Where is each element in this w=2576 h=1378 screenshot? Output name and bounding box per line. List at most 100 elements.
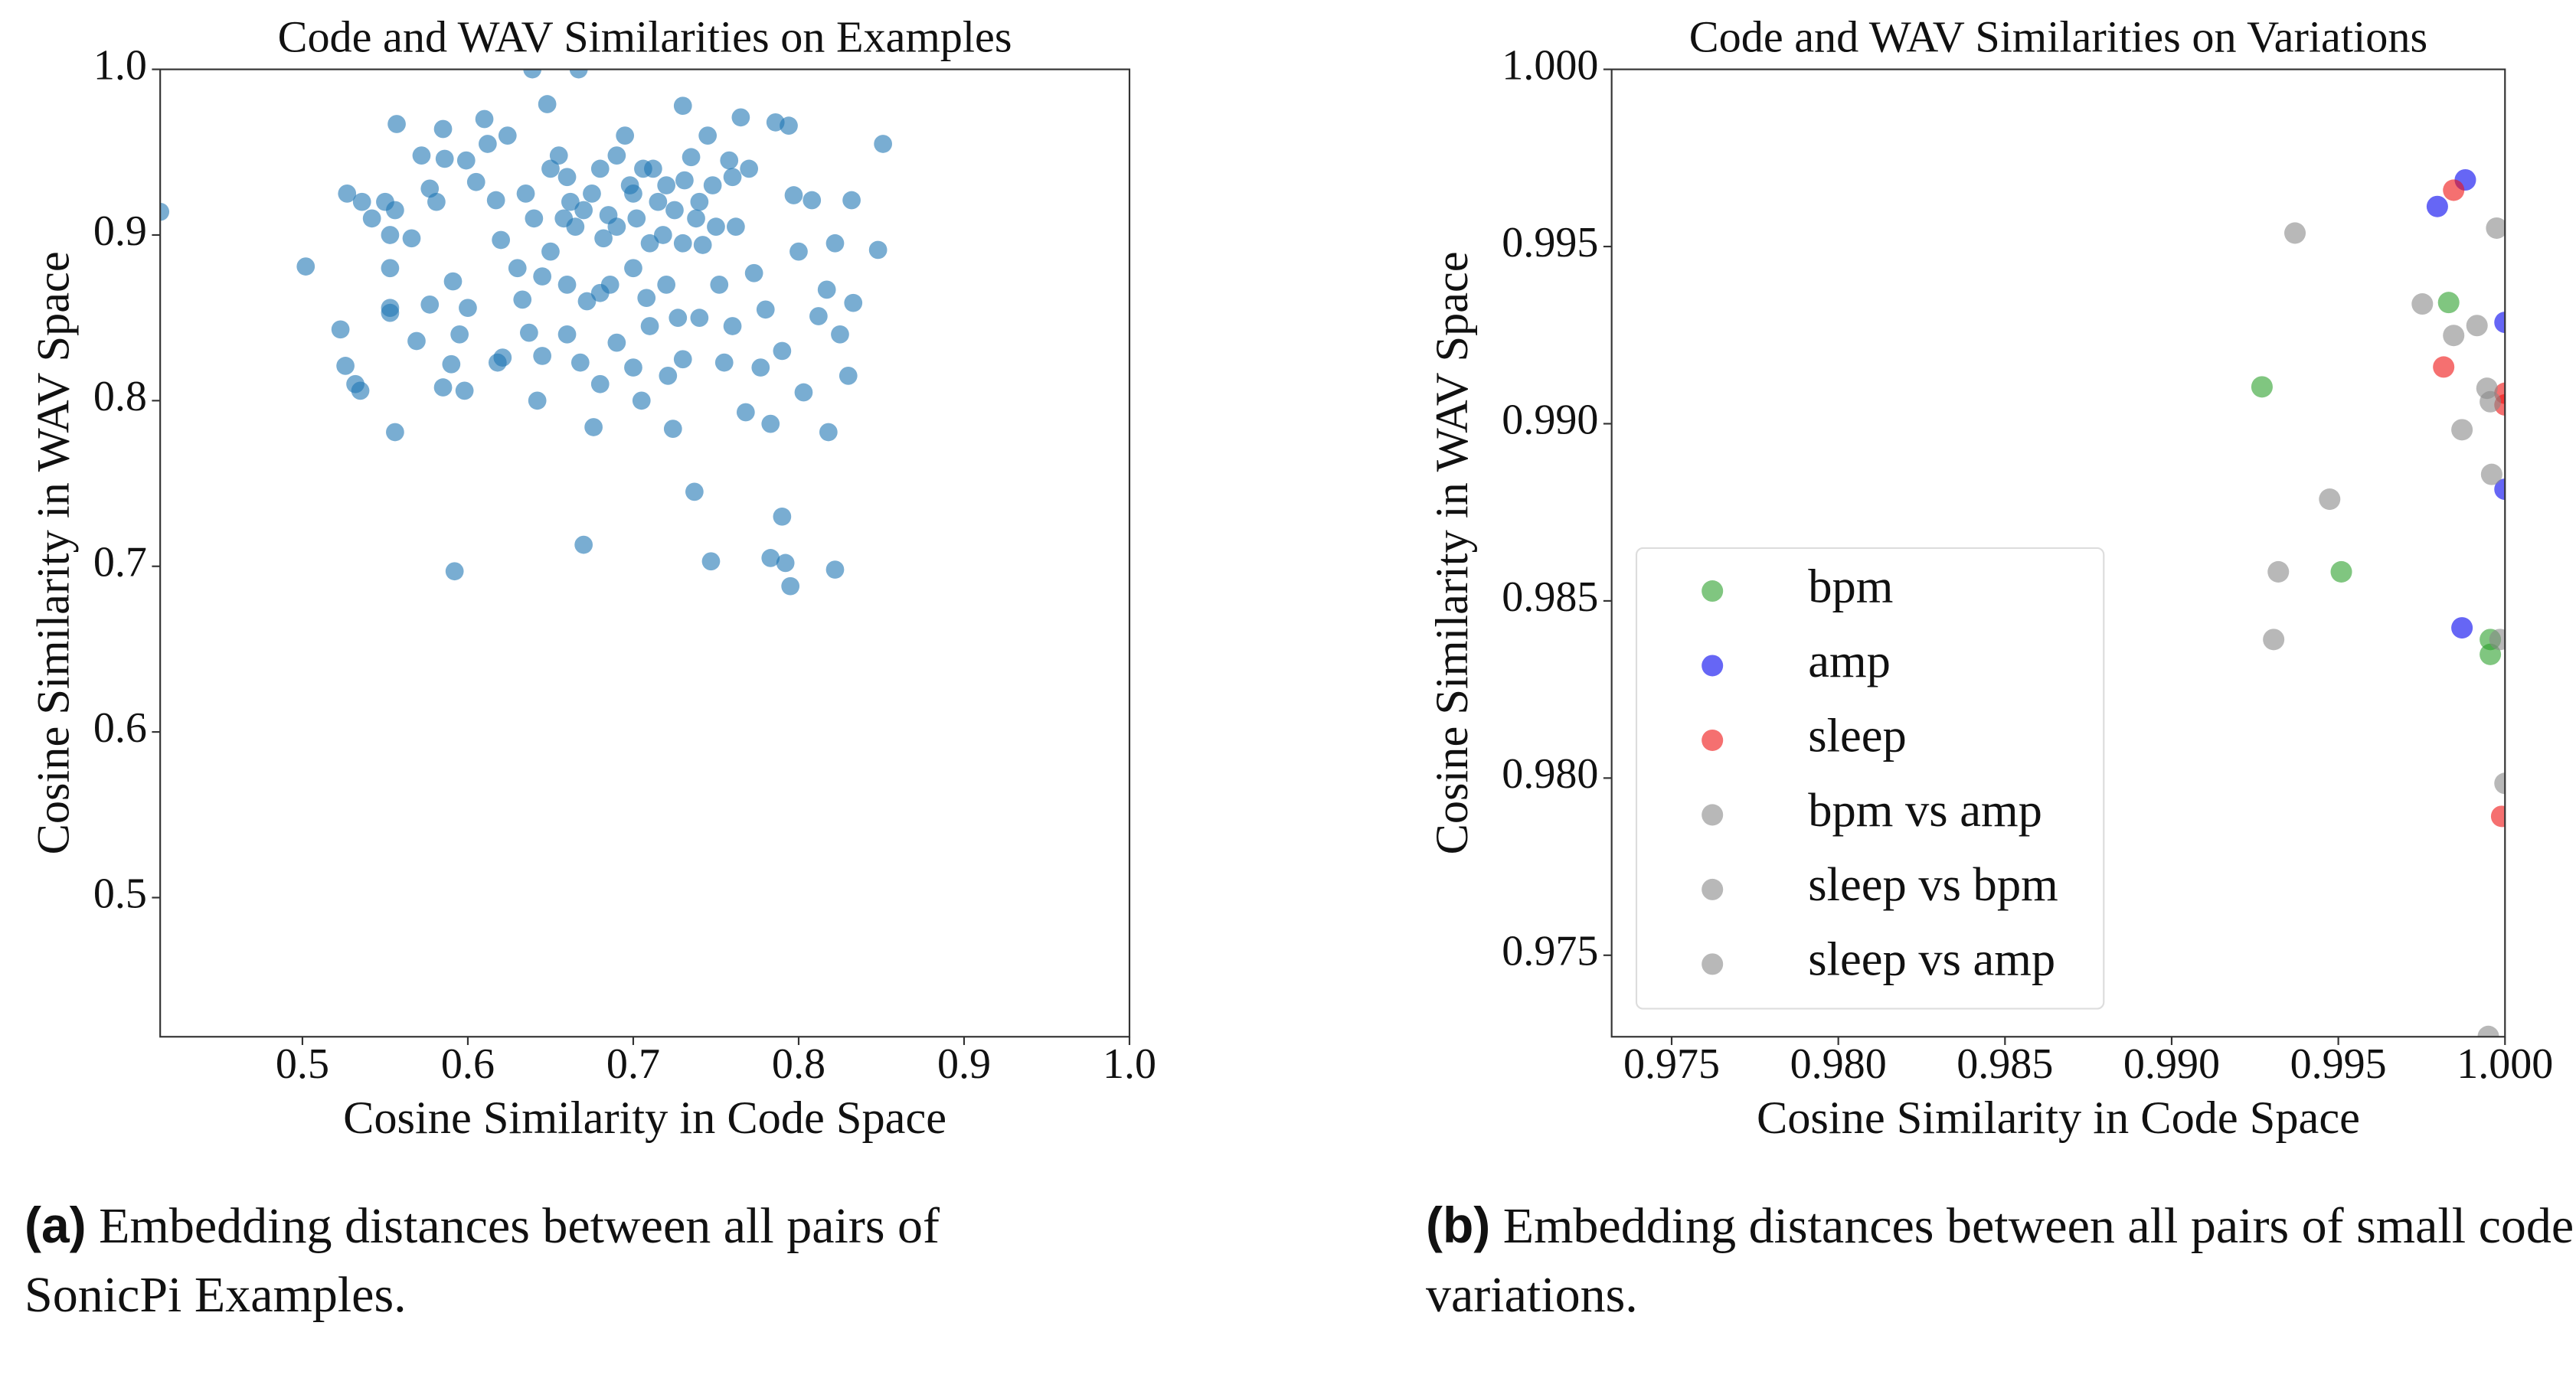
point: [338, 184, 357, 203]
point: [751, 358, 770, 377]
point: [331, 320, 350, 339]
point: [649, 192, 668, 211]
point: [844, 293, 863, 312]
point: [386, 201, 404, 220]
point: [761, 414, 780, 433]
point: [616, 126, 635, 145]
point: [657, 276, 676, 294]
point: [776, 553, 795, 573]
point: [362, 209, 381, 228]
point: [435, 149, 454, 168]
point: [627, 209, 646, 228]
point: [433, 378, 453, 397]
point: [819, 423, 838, 442]
point: [594, 229, 613, 248]
point: [2466, 315, 2488, 337]
x-tick-label: 1.000: [2457, 1040, 2553, 1088]
point: [569, 69, 588, 79]
legend-label: amp: [1808, 634, 1891, 687]
y-tick-label: 0.9: [93, 207, 147, 255]
point: [420, 295, 440, 314]
point: [533, 267, 552, 286]
point: [2494, 478, 2506, 501]
point: [381, 226, 400, 244]
point: [781, 576, 800, 596]
point: [731, 108, 750, 127]
point: [2451, 617, 2473, 639]
y-axis-label: Cosine Similarity in WAV Space: [1427, 251, 1478, 854]
plot-points: [2251, 168, 2506, 1037]
point: [2494, 312, 2506, 334]
point: [756, 300, 775, 319]
point: [2284, 222, 2306, 244]
caption-a: (a) Embedding distances between all pair…: [25, 1190, 1089, 1330]
point: [839, 367, 858, 385]
point: [525, 209, 544, 228]
legend-label: sleep vs amp: [1808, 932, 2055, 986]
point: [780, 116, 798, 136]
point: [584, 418, 603, 436]
y-axis-label: Cosine Similarity in WAV Space: [28, 251, 79, 854]
point: [296, 257, 315, 276]
point: [2451, 419, 2473, 441]
point: [825, 560, 845, 579]
point: [528, 391, 547, 410]
point: [607, 217, 626, 237]
point: [486, 191, 505, 210]
point: [479, 135, 497, 153]
point: [874, 135, 892, 153]
point: [427, 192, 446, 211]
point: [498, 126, 517, 145]
point: [387, 115, 406, 133]
plot-frame: [159, 68, 1131, 1038]
point: [736, 403, 755, 422]
point: [590, 374, 610, 393]
point: [570, 353, 590, 372]
point: [407, 331, 426, 351]
point: [825, 233, 845, 253]
caption-label: (a): [25, 1197, 87, 1253]
point: [2263, 629, 2285, 651]
point: [693, 236, 712, 254]
point: [455, 381, 474, 400]
point: [566, 217, 585, 237]
point: [538, 95, 557, 113]
point: [744, 263, 763, 282]
legend-marker: [1702, 804, 1724, 826]
point: [557, 168, 577, 187]
point: [690, 309, 709, 328]
point: [475, 109, 494, 129]
point: [336, 357, 355, 375]
chart-title: Code and WAV Similarities on Examples: [278, 11, 1012, 61]
point: [2443, 325, 2465, 347]
point: [831, 325, 849, 344]
point: [687, 209, 705, 228]
caption-text: Embedding distances between all pairs of…: [1426, 1198, 2574, 1323]
y-tick-label: 0.985: [1502, 573, 1598, 621]
point: [577, 292, 597, 311]
point: [673, 233, 692, 253]
point: [381, 259, 400, 278]
point: [2486, 217, 2506, 239]
point: [640, 317, 659, 335]
point: [710, 276, 729, 294]
point: [690, 192, 709, 211]
point: [703, 176, 722, 194]
x-tick-label: 0.995: [2290, 1040, 2387, 1088]
point: [803, 191, 822, 210]
caption-b: (b) Embedding distances between all pair…: [1426, 1190, 2574, 1330]
x-axis-label: Cosine Similarity in Code Space: [1757, 1092, 2360, 1144]
point: [523, 69, 542, 79]
point: [516, 184, 535, 203]
legend-label: sleep: [1808, 708, 1906, 762]
chart-title: Code and WAV Similarities on Variations: [1689, 11, 2427, 61]
x-axis-label: Cosine Similarity in Code Space: [343, 1092, 946, 1144]
point: [442, 354, 461, 374]
point: [640, 233, 659, 253]
point: [761, 549, 780, 567]
point: [784, 186, 803, 204]
x-tick-label: 0.9: [937, 1040, 991, 1088]
point: [665, 201, 684, 220]
point: [607, 146, 626, 165]
